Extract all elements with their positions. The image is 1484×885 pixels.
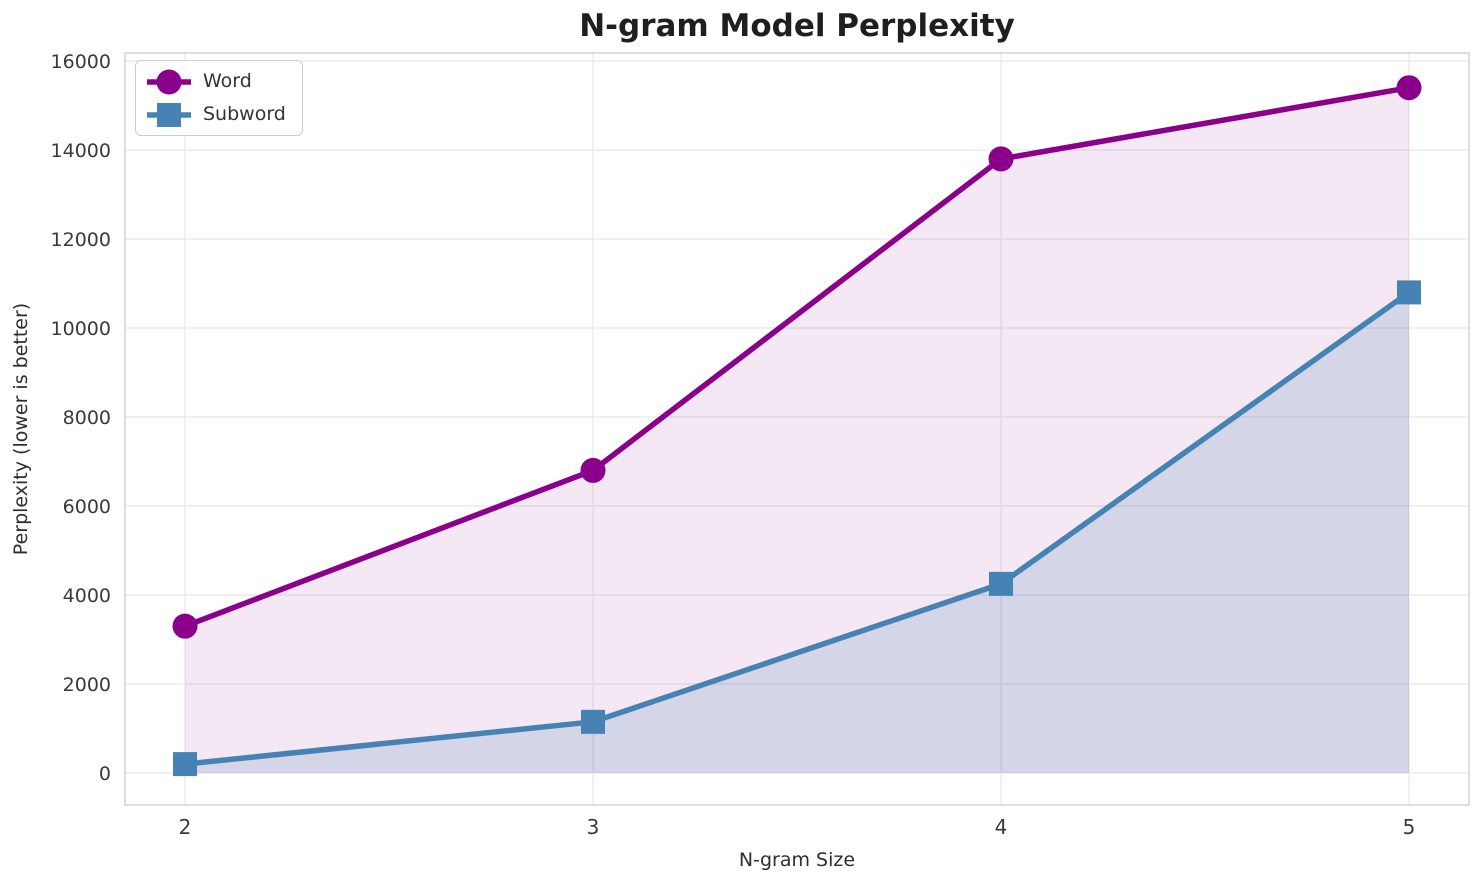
data-point-subword xyxy=(581,709,605,734)
axes-frame xyxy=(124,52,1470,806)
legend-square-marker-icon xyxy=(147,102,191,127)
series-line-subword xyxy=(182,289,1412,767)
y-tick-label: 12000 xyxy=(51,229,111,251)
area-fill-word xyxy=(185,87,1409,773)
x-axis-label: N-gram Size xyxy=(739,849,855,871)
legend: Word Subword xyxy=(135,60,303,136)
y-tick-label: 16000 xyxy=(51,51,111,73)
chart-title: N-gram Model Perplexity xyxy=(579,8,1015,44)
y-tick-label: 8000 xyxy=(63,407,111,429)
legend-item-word: Word xyxy=(145,66,286,97)
y-tick-label: 10000 xyxy=(51,318,111,340)
data-point-word xyxy=(1396,75,1422,101)
x-tick-label: 4 xyxy=(995,815,1008,839)
axes-frame-layer xyxy=(124,52,1470,806)
x-tick-label: 5 xyxy=(1403,815,1416,839)
data-point-subword xyxy=(989,571,1013,596)
series-line-word xyxy=(182,84,1412,629)
y-axis-label: Perplexity (lower is better) xyxy=(10,303,32,555)
legend-item-subword: Subword xyxy=(145,99,286,130)
data-point-subword xyxy=(1397,280,1421,305)
data-point-word xyxy=(172,613,198,639)
legend-circle-marker-icon xyxy=(147,69,191,94)
y-tick-label: 6000 xyxy=(63,496,111,518)
x-tick-label: 3 xyxy=(587,815,600,839)
x-tick-label: 2 xyxy=(179,815,192,839)
grid-layer xyxy=(125,53,1469,805)
line-layer xyxy=(182,84,1412,767)
legend-label: Subword xyxy=(203,103,286,125)
legend-label: Word xyxy=(203,70,252,92)
y-tick-label: 14000 xyxy=(51,140,111,162)
tick-label-layer: 0 2000 4000 6000 8000 10000 12000 14000 16000 2 3 4… xyxy=(51,51,1416,839)
area-fill-subword xyxy=(185,292,1409,773)
y-tick-label: 0 xyxy=(99,763,111,785)
area-fill-layer xyxy=(185,87,1409,773)
data-point-word xyxy=(988,146,1014,172)
y-tick-label: 2000 xyxy=(63,674,111,696)
marker-layer xyxy=(172,75,1422,777)
y-tick-label: 4000 xyxy=(63,585,111,607)
data-point-subword xyxy=(173,752,197,777)
data-point-word xyxy=(580,457,606,483)
